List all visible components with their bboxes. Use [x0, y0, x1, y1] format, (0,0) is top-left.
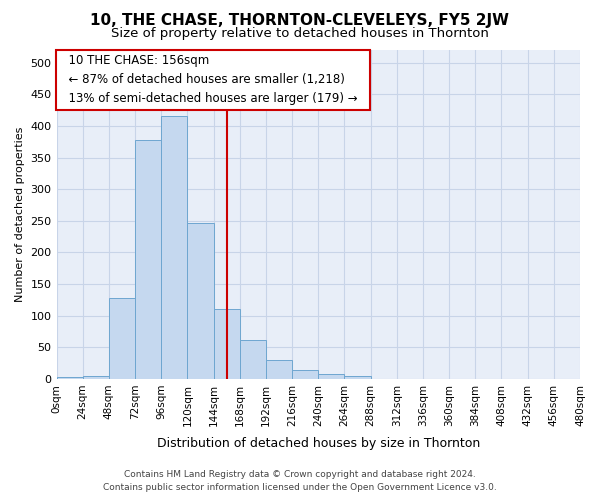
Bar: [344, 376, 371, 379]
Text: 10 THE CHASE: 156sqm  
  ← 87% of detached houses are smaller (1,218)  
  13% of: 10 THE CHASE: 156sqm ← 87% of detached h…: [61, 54, 365, 106]
Bar: [56, 377, 83, 379]
Bar: [135, 140, 161, 379]
Text: Contains HM Land Registry data © Crown copyright and database right 2024.
Contai: Contains HM Land Registry data © Crown c…: [103, 470, 497, 492]
Bar: [161, 116, 187, 379]
Bar: [580, 378, 600, 379]
Bar: [187, 224, 214, 379]
Bar: [83, 376, 109, 379]
X-axis label: Distribution of detached houses by size in Thornton: Distribution of detached houses by size …: [157, 437, 480, 450]
Bar: [240, 340, 266, 379]
Bar: [109, 298, 135, 379]
Text: Size of property relative to detached houses in Thornton: Size of property relative to detached ho…: [111, 28, 489, 40]
Y-axis label: Number of detached properties: Number of detached properties: [15, 127, 25, 302]
Bar: [214, 310, 240, 379]
Bar: [318, 374, 344, 379]
Text: 10, THE CHASE, THORNTON-CLEVELEYS, FY5 2JW: 10, THE CHASE, THORNTON-CLEVELEYS, FY5 2…: [91, 12, 509, 28]
Bar: [266, 360, 292, 379]
Bar: [292, 370, 318, 379]
